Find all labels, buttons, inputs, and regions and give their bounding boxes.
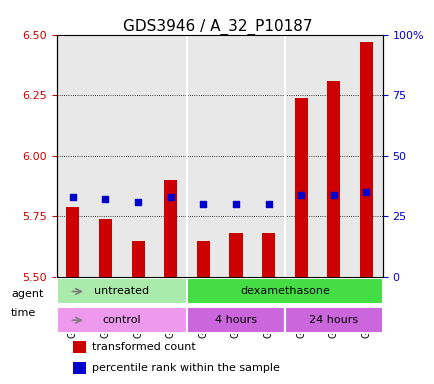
Text: dexamethasone: dexamethasone <box>240 286 329 296</box>
Bar <box>89 35 122 277</box>
FancyBboxPatch shape <box>56 307 187 333</box>
Point <box>232 201 239 207</box>
Text: 24 hours: 24 hours <box>309 315 358 325</box>
Bar <box>317 35 349 277</box>
Point <box>297 192 304 198</box>
FancyBboxPatch shape <box>187 307 284 333</box>
Text: 4 hours: 4 hours <box>214 315 256 325</box>
Bar <box>252 35 284 277</box>
FancyBboxPatch shape <box>56 278 187 305</box>
Point <box>102 196 108 202</box>
Text: transformed count: transformed count <box>92 342 196 352</box>
Bar <box>99 219 112 277</box>
Text: time: time <box>11 308 36 318</box>
Bar <box>229 233 242 277</box>
Bar <box>131 241 144 277</box>
Bar <box>294 98 307 277</box>
Bar <box>73 362 86 374</box>
Bar <box>261 233 275 277</box>
Bar <box>196 241 210 277</box>
Bar <box>164 180 177 277</box>
Bar <box>359 42 372 277</box>
Point <box>362 189 369 195</box>
Bar <box>349 35 382 277</box>
Text: control: control <box>102 315 141 325</box>
Text: untreated: untreated <box>94 286 149 296</box>
Bar <box>154 35 187 277</box>
Point <box>199 201 207 207</box>
Bar <box>284 35 317 277</box>
FancyBboxPatch shape <box>187 278 382 305</box>
Bar <box>187 35 219 277</box>
FancyBboxPatch shape <box>284 307 382 333</box>
Point <box>167 194 174 200</box>
Bar <box>326 81 339 277</box>
Text: agent: agent <box>11 289 43 299</box>
Bar <box>56 35 89 277</box>
Bar <box>219 35 252 277</box>
Bar <box>73 341 86 353</box>
Point <box>330 192 337 198</box>
Text: GDS3946 / A_32_P10187: GDS3946 / A_32_P10187 <box>122 19 312 35</box>
Point <box>69 194 76 200</box>
Point <box>135 199 141 205</box>
Point <box>265 201 272 207</box>
Bar <box>66 207 79 277</box>
Bar <box>122 35 154 277</box>
Text: percentile rank within the sample: percentile rank within the sample <box>92 363 279 373</box>
